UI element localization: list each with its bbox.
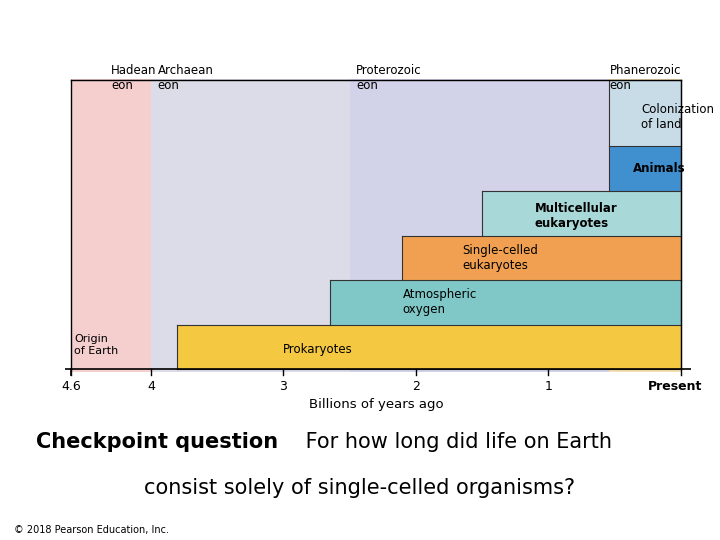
Text: Present: Present xyxy=(648,381,703,394)
Text: Single-celled
eukaryotes: Single-celled eukaryotes xyxy=(462,244,538,272)
Text: 2: 2 xyxy=(412,381,420,394)
Text: Checkpoint question: Checkpoint question xyxy=(36,432,278,452)
Text: Billions of years ago: Billions of years ago xyxy=(309,399,444,411)
Text: Phanerozoic
eon: Phanerozoic eon xyxy=(610,64,681,92)
Text: Prokaryotes: Prokaryotes xyxy=(283,343,353,356)
Text: Proterozoic
eon: Proterozoic eon xyxy=(356,64,422,92)
Text: For how long did life on Earth: For how long did life on Earth xyxy=(299,432,612,452)
Text: 4.6: 4.6 xyxy=(61,381,81,394)
Text: 1: 1 xyxy=(544,381,552,394)
Text: Archaean
eon: Archaean eon xyxy=(158,64,213,92)
Text: consist solely of single-celled organisms?: consist solely of single-celled organism… xyxy=(145,478,575,498)
Text: 3: 3 xyxy=(279,381,287,394)
Text: Origin
of Earth: Origin of Earth xyxy=(74,334,118,356)
Text: Multicellular
eukaryotes: Multicellular eukaryotes xyxy=(535,201,618,229)
Text: Colonization
of land: Colonization of land xyxy=(641,104,714,131)
Text: 4: 4 xyxy=(147,381,155,394)
Text: Atmospheric
oxygen: Atmospheric oxygen xyxy=(402,288,477,316)
Text: Animals: Animals xyxy=(633,162,685,175)
Text: Hadean
eon: Hadean eon xyxy=(111,64,157,92)
Text: © 2018 Pearson Education, Inc.: © 2018 Pearson Education, Inc. xyxy=(14,524,169,535)
